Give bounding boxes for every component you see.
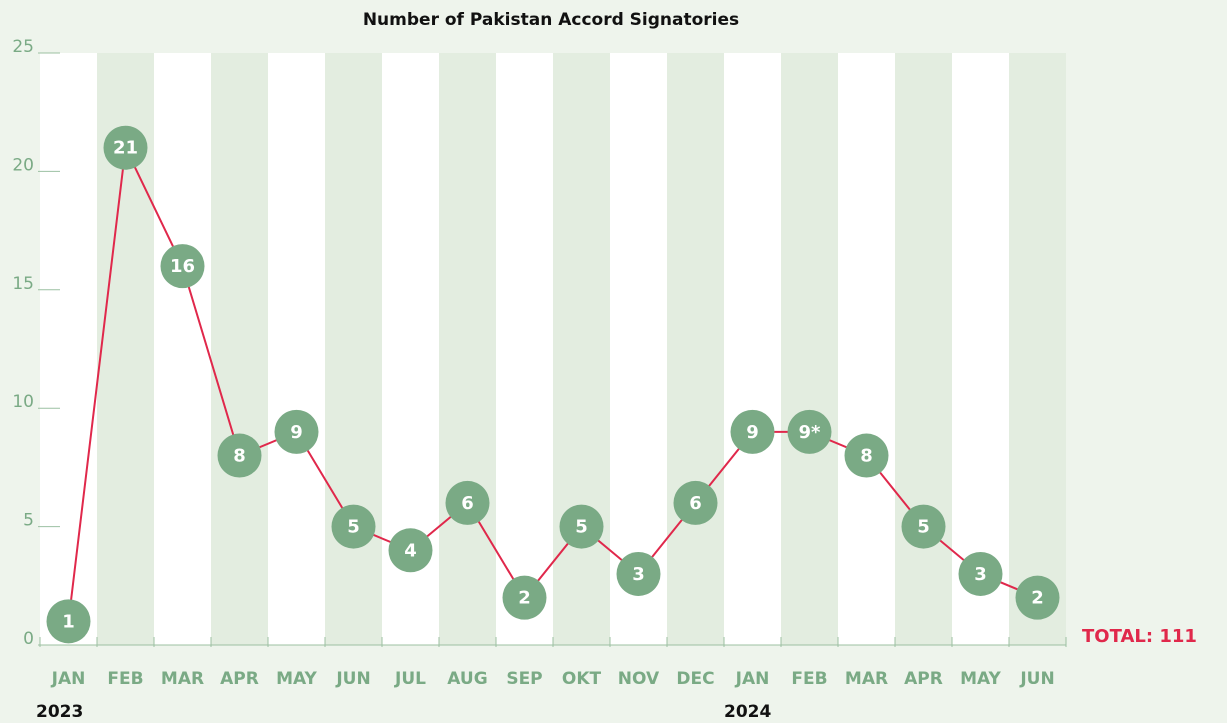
total-label: TOTAL: 111: [1082, 626, 1197, 647]
marker: [331, 504, 376, 549]
data-label: 9: [746, 422, 759, 443]
x-tick-label: JUN: [335, 669, 370, 689]
marker: [46, 599, 91, 644]
marker: [502, 575, 547, 620]
marker: [958, 551, 1003, 596]
column-band: [838, 53, 895, 645]
column-band: [268, 53, 325, 645]
x-tick-label: SEP: [506, 669, 542, 689]
data-label: 5: [575, 517, 588, 538]
year-label: 2024: [724, 702, 771, 722]
marker: [844, 433, 889, 478]
x-tick-label: OKT: [562, 669, 602, 689]
chart-title: Number of Pakistan Accord Signatories: [363, 10, 739, 30]
column-band: [667, 53, 724, 645]
year-label: 2023: [36, 702, 83, 722]
column-band: [154, 53, 211, 645]
column-band: [325, 53, 382, 645]
marker: [673, 480, 718, 525]
marker: [901, 504, 946, 549]
x-tick-label: MAR: [845, 669, 888, 689]
x-tick-label: JUN: [1019, 669, 1054, 689]
x-tick-label: MAY: [960, 669, 1001, 689]
x-tick-label: NOV: [618, 669, 660, 689]
y-tick-label: 15: [12, 274, 34, 294]
x-tick-label: APR: [904, 669, 943, 689]
y-tick-label: 5: [23, 511, 34, 531]
data-label: 21: [113, 138, 138, 159]
marker: [730, 409, 775, 454]
marker: [103, 125, 148, 170]
column-band: [895, 53, 952, 645]
marker: [1015, 575, 1060, 620]
y-tick-label: 0: [23, 629, 34, 649]
x-tick-label: JUL: [394, 669, 426, 689]
x-tick-label: DEC: [676, 669, 714, 689]
data-label: 2: [518, 588, 531, 609]
marker: [559, 504, 604, 549]
data-label: 8: [233, 446, 246, 467]
data-label: 2: [1031, 588, 1044, 609]
data-label: 9: [290, 422, 303, 443]
y-tick-label: 25: [12, 37, 34, 57]
data-label: 3: [974, 564, 987, 585]
x-tick-label: AUG: [447, 669, 487, 689]
column-band: [553, 53, 610, 645]
column-band: [952, 53, 1009, 645]
data-label: 8: [860, 446, 873, 467]
column-band: [211, 53, 268, 645]
column-band: [496, 53, 553, 645]
column-band: [781, 53, 838, 645]
marker: [388, 528, 433, 573]
y-tick-label: 20: [12, 155, 34, 175]
data-label: 16: [170, 256, 195, 277]
column-band: [40, 53, 97, 645]
column-band: [610, 53, 667, 645]
marker: [616, 551, 661, 596]
column-band: [1009, 53, 1066, 645]
data-label: 6: [689, 493, 702, 514]
data-label: 5: [917, 517, 930, 538]
data-label: 6: [461, 493, 474, 514]
data-label: 1: [62, 611, 75, 632]
column-band: [724, 53, 781, 645]
data-label: 3: [632, 564, 645, 585]
marker: [445, 480, 490, 525]
marker: [217, 433, 262, 478]
x-tick-label: FEB: [791, 669, 827, 689]
x-tick-label: MAY: [276, 669, 317, 689]
x-tick-label: APR: [220, 669, 259, 689]
x-tick-label: FEB: [107, 669, 143, 689]
data-label: 9*: [799, 422, 822, 443]
data-label: 4: [404, 540, 417, 561]
x-tick-label: JAN: [51, 669, 86, 689]
x-tick-label: JAN: [735, 669, 770, 689]
data-label: 5: [347, 517, 360, 538]
y-tick-label: 10: [12, 392, 34, 412]
column-band: [439, 53, 496, 645]
marker: [787, 409, 832, 454]
x-tick-label: MAR: [161, 669, 204, 689]
marker: [274, 409, 319, 454]
marker: [160, 244, 205, 289]
